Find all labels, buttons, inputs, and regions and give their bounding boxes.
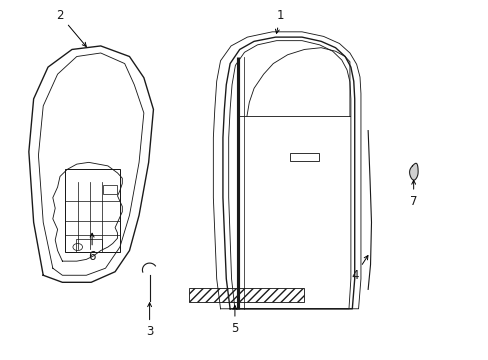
Bar <box>189 288 304 302</box>
Polygon shape <box>409 163 417 180</box>
Text: 5: 5 <box>231 306 238 335</box>
Bar <box>76 239 102 252</box>
Text: 7: 7 <box>409 180 417 208</box>
Text: 4: 4 <box>350 256 367 283</box>
Text: 2: 2 <box>56 9 86 46</box>
Text: 1: 1 <box>275 9 284 33</box>
Bar <box>289 153 318 161</box>
Bar <box>64 170 120 252</box>
Bar <box>103 185 116 194</box>
Text: 3: 3 <box>145 303 153 338</box>
Text: 6: 6 <box>88 233 96 264</box>
